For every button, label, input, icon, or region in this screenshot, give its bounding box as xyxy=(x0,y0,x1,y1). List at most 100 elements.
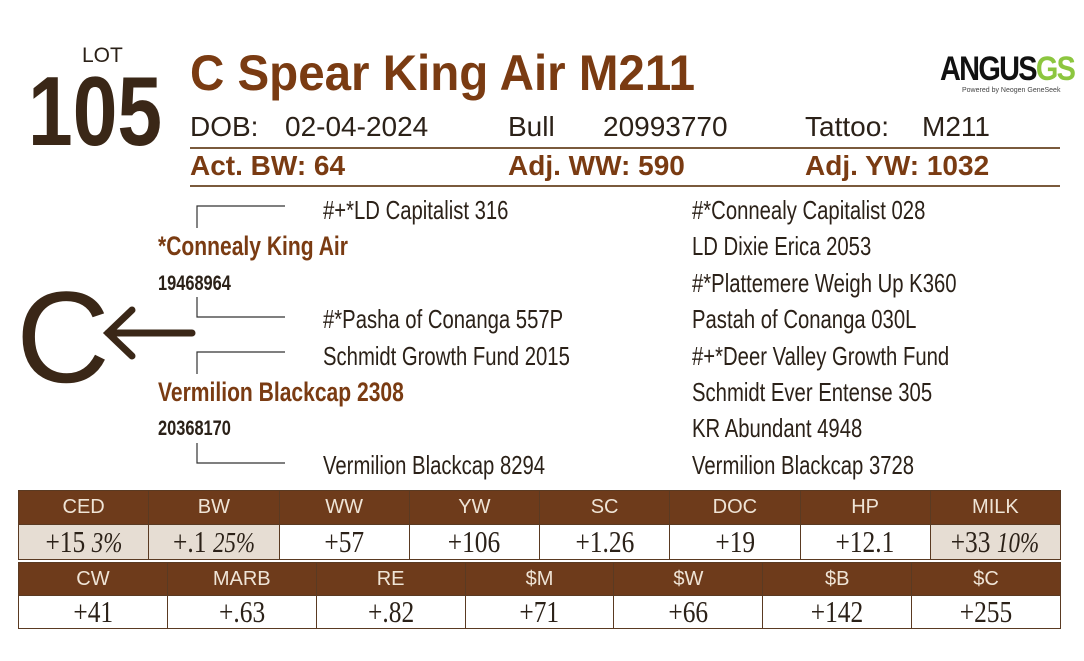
lot-label: LOT xyxy=(82,44,123,67)
epd-trait: BW xyxy=(148,490,280,525)
dam-registration: 20368170 xyxy=(158,417,231,441)
epd-value: +255 xyxy=(911,594,1061,630)
epd-number: +33 xyxy=(951,524,991,559)
epd-value-group: +.82 xyxy=(368,594,414,630)
epd-number: +57 xyxy=(324,524,364,559)
epd-value: +66 xyxy=(613,594,764,630)
epd-trait: YW xyxy=(408,490,540,525)
epd-trait: DOC xyxy=(669,490,801,525)
epd-trait: CED xyxy=(18,490,150,525)
epd-number: +71 xyxy=(519,594,560,629)
epd-number: +15 xyxy=(45,524,85,559)
epd-value-group: +255 xyxy=(960,594,1012,630)
great-grandparent: LD Dixie Erica 2053 xyxy=(692,231,872,262)
grandparent: Vermilion Blackcap 8294 xyxy=(323,449,546,480)
epd-value: +.82 xyxy=(315,594,466,630)
great-grandparent: #*Connealy Capitalist 028 xyxy=(692,195,926,225)
epd-trait: CW xyxy=(18,562,168,596)
epd-value: +.63 xyxy=(166,594,317,630)
logo-suffix: GS xyxy=(1035,50,1076,88)
sire-registration: 19468964 xyxy=(158,271,231,295)
epd-value: +12.1 xyxy=(799,524,931,560)
epd-value-group: +.1 25% xyxy=(173,524,255,560)
epd-value: +71 xyxy=(464,594,615,630)
weight: Adj. YW: 1032 xyxy=(805,150,990,181)
epd-trait: $M xyxy=(464,562,615,596)
epd-value-group: +.63 xyxy=(219,594,265,630)
epd-value: +19 xyxy=(669,524,801,560)
epd-number: +.63 xyxy=(218,594,265,629)
rule xyxy=(190,185,1060,187)
epd-trait: MARB xyxy=(166,562,317,596)
great-grandparent: Schmidt Ever Entense 305 xyxy=(692,377,933,407)
epd-value: +33 10% xyxy=(929,524,1061,560)
epd-trait: $C xyxy=(911,562,1061,596)
epd-number: +106 xyxy=(448,524,501,559)
epd-trait: $B xyxy=(762,562,913,596)
epd-percentile: 10% xyxy=(997,528,1040,559)
great-grandparent: KR Abundant 4948 xyxy=(692,413,863,444)
logo-tagline: Powered by Neogen GeneSeek xyxy=(962,87,1061,94)
epd-trait: RE xyxy=(315,562,466,596)
weight: Act. BW: 64 xyxy=(190,150,346,181)
epd-value: +57 xyxy=(278,524,410,560)
epd-number: +1.26 xyxy=(575,524,635,559)
epd-value: +15 3% xyxy=(18,524,150,560)
dam: Vermilion Blackcap 2308 xyxy=(158,377,404,407)
epd-value-group: +33 10% xyxy=(951,524,1039,560)
tattoo-label: Tattoo: xyxy=(805,111,890,142)
great-grandparent: Vermilion Blackcap 3728 xyxy=(692,449,915,480)
epd-value-group: +15 3% xyxy=(45,524,122,560)
epd-value: +142 xyxy=(762,594,913,630)
weight: Adj. WW: 590 xyxy=(508,150,685,181)
epd-number: +142 xyxy=(810,594,864,629)
epd-value-group: +71 xyxy=(520,594,560,630)
epd-value-group: +19 xyxy=(715,524,755,560)
epd-trait: HP xyxy=(799,490,931,525)
tattoo: M211 xyxy=(922,111,990,142)
registration: 20993770 xyxy=(603,111,728,142)
epd-number: +66 xyxy=(668,594,709,629)
epd-value-group: +41 xyxy=(73,594,113,630)
sire: *Connealy King Air xyxy=(158,231,348,262)
epd-value: +106 xyxy=(408,524,540,560)
epd-number: +.1 xyxy=(172,524,207,559)
brand-mark: C xyxy=(16,264,110,410)
great-grandparent: #+*Deer Valley Growth Fund xyxy=(692,340,950,371)
epd-value-group: +12.1 xyxy=(836,524,895,560)
epd-value: +1.26 xyxy=(539,524,671,560)
epd-number: +19 xyxy=(714,524,755,559)
epd-percentile: 3% xyxy=(91,528,123,559)
dob-label: DOB: xyxy=(190,111,259,142)
great-grandparent: #*Plattemere Weigh Up K360 xyxy=(692,267,957,298)
epd-value-group: +1.26 xyxy=(575,524,634,560)
epd-percentile: 25% xyxy=(212,528,255,559)
epd-trait: WW xyxy=(278,490,410,525)
dob: 02-04-2024 xyxy=(285,111,429,142)
epd-trait: $W xyxy=(613,562,764,596)
lot-number: 105 xyxy=(28,56,163,166)
animal-name: C Spear King Air M211 xyxy=(190,45,696,101)
epd-number: +.82 xyxy=(367,594,414,629)
grandparent: Schmidt Growth Fund 2015 xyxy=(323,340,570,371)
epd-trait: MILK xyxy=(929,490,1061,525)
sex: Bull xyxy=(508,111,555,142)
great-grandparent: Pastah of Conanga 030L xyxy=(692,304,917,335)
grandparent: #+*LD Capitalist 316 xyxy=(323,195,509,225)
epd-value: +41 xyxy=(18,594,168,630)
epd-value-group: +106 xyxy=(448,524,500,560)
epd-trait: SC xyxy=(539,490,671,525)
rule xyxy=(190,147,1060,149)
epd-value-group: +57 xyxy=(324,524,364,560)
grandparent: #*Pasha of Conanga 557P xyxy=(323,304,564,335)
epd-value: +.1 25% xyxy=(148,524,280,560)
logo: ANGUSGS xyxy=(940,50,1076,88)
epd-value-group: +66 xyxy=(668,594,708,630)
logo-main: ANGUS xyxy=(940,50,1038,88)
epd-value-group: +142 xyxy=(811,594,863,630)
epd-number: +255 xyxy=(959,594,1013,629)
epd-number: +12.1 xyxy=(835,524,895,559)
epd-number: +41 xyxy=(73,594,113,629)
